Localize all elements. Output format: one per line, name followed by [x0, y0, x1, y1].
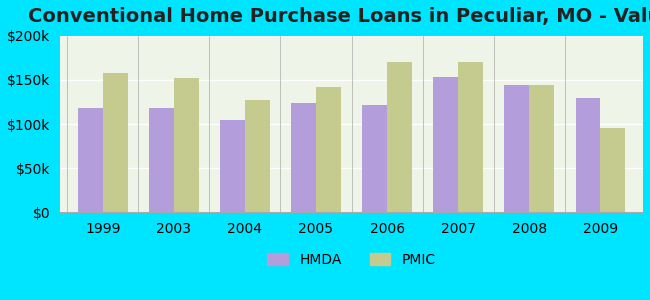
Bar	[362, 105, 387, 212]
Bar	[220, 120, 245, 212]
Bar	[245, 100, 270, 212]
Bar	[601, 128, 625, 212]
Bar	[149, 108, 174, 212]
Bar	[103, 73, 127, 212]
Bar	[575, 98, 601, 212]
Bar	[291, 103, 316, 212]
Bar	[174, 78, 199, 212]
Bar	[387, 62, 412, 212]
Bar	[529, 85, 554, 212]
Title: Conventional Home Purchase Loans in Peculiar, MO - Value: Conventional Home Purchase Loans in Pecu…	[28, 7, 650, 26]
Bar	[504, 85, 529, 212]
Legend: HMDA, PMIC: HMDA, PMIC	[262, 247, 441, 272]
Bar	[78, 108, 103, 212]
Bar	[458, 62, 483, 212]
Bar	[434, 77, 458, 212]
Bar	[316, 87, 341, 212]
